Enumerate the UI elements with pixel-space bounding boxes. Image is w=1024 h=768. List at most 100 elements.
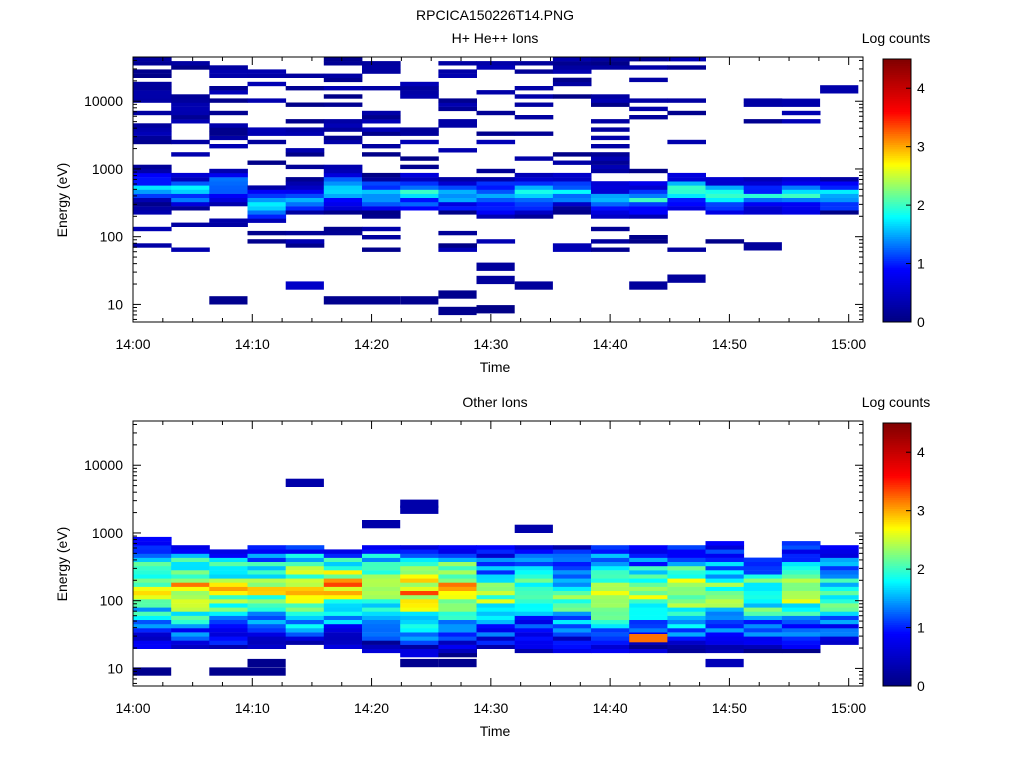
heatmap-cell	[781, 586, 821, 591]
colorbar-swatch	[883, 497, 911, 501]
colorbar-swatch	[883, 293, 911, 297]
heatmap-cell	[285, 632, 325, 637]
heatmap-cell	[133, 123, 172, 128]
heatmap-cell	[591, 570, 630, 575]
heatmap-cell	[591, 561, 630, 567]
heatmap-cell	[209, 131, 248, 136]
colorbar-swatch	[883, 72, 911, 75]
colorbar-swatch	[883, 120, 911, 124]
heatmap-cell	[552, 201, 592, 207]
heatmap-cell	[476, 177, 516, 182]
heatmap-cell	[667, 197, 706, 203]
heatmap-cell	[438, 210, 477, 215]
heatmap-cell	[438, 615, 477, 620]
heatmap-cell	[209, 582, 248, 587]
heatmap-cell	[247, 611, 287, 616]
heatmap-cell	[247, 578, 287, 583]
heatmap-cell	[552, 77, 592, 83]
heatmap-cell	[781, 110, 821, 116]
heatmap-cell	[323, 135, 363, 141]
heatmap-cell	[247, 239, 287, 244]
colorbar-swatch	[883, 105, 911, 108]
heatmap-cell	[629, 578, 668, 583]
colorbar-swatch	[883, 265, 911, 268]
heatmap-cell	[514, 193, 554, 198]
heatmap-cell	[438, 619, 477, 625]
colorbar-swatch	[883, 238, 911, 242]
heatmap-cell	[285, 131, 325, 136]
heatmap-cell	[667, 644, 706, 649]
heatmap-cell	[705, 623, 745, 629]
heatmap-cell	[209, 623, 248, 629]
colorbar-swatch	[883, 607, 911, 610]
heatmap-cell	[552, 578, 592, 583]
heatmap-cell	[247, 201, 287, 207]
heatmap-cell	[171, 574, 210, 579]
colorbar-swatch	[883, 124, 911, 128]
heatmap-cell	[171, 110, 210, 116]
heatmap-cell	[514, 586, 554, 591]
heatmap-cell	[171, 115, 210, 120]
heatmap-cell	[629, 98, 668, 103]
colorbar-swatch	[883, 471, 911, 474]
heatmap-cell	[209, 185, 248, 190]
heatmap-cell	[362, 599, 401, 604]
colorbar-swatch	[883, 122, 911, 126]
heatmap-cell	[820, 206, 859, 211]
colorbar-swatch	[883, 639, 911, 643]
colorbar-swatch	[883, 59, 911, 62]
colorbar-swatch	[883, 153, 911, 156]
heatmap-cell	[133, 640, 172, 645]
heatmap-cell	[476, 262, 515, 271]
heatmap-cell	[285, 230, 325, 236]
heatmap-cell	[209, 181, 248, 186]
colorbar-swatch	[883, 589, 911, 593]
heatmap-cell	[743, 574, 783, 579]
heatmap-cell	[133, 57, 172, 62]
colorbar-swatch	[883, 458, 911, 461]
colorbar-swatch	[883, 315, 911, 319]
heatmap-cell	[629, 570, 668, 575]
heatmap-cell	[133, 553, 172, 558]
heatmap-cell	[247, 565, 287, 571]
heatmap-cell	[400, 177, 439, 182]
heatmap-cell	[514, 594, 554, 600]
heatmap-cell	[400, 561, 439, 567]
heatmap-cell	[667, 557, 706, 562]
heatmap-cell	[476, 189, 516, 194]
heatmap-cell	[438, 603, 477, 608]
heatmap-cell	[171, 106, 210, 112]
heatmap-cell	[629, 553, 668, 558]
heatmap-cell	[438, 632, 477, 637]
heatmap-cell	[285, 603, 325, 608]
heatmap-cell	[171, 611, 210, 616]
heatmap-cell	[820, 590, 859, 596]
heatmap-cell	[438, 148, 477, 153]
colorbar-swatch	[883, 135, 911, 139]
heatmap-cell	[285, 185, 325, 190]
heatmap-cell	[400, 590, 439, 596]
colorbar-swatch	[883, 317, 911, 321]
heatmap-cell	[285, 206, 325, 211]
heatmap-cell	[820, 197, 859, 203]
colorbar-swatch	[883, 144, 911, 148]
heatmap-cell	[247, 218, 287, 223]
colorbar-swatch	[883, 552, 911, 555]
colorbar-swatch	[883, 556, 911, 560]
heatmap-cell	[552, 607, 592, 612]
colorbar-swatch	[883, 569, 911, 573]
colorbar-swatch	[883, 212, 911, 216]
heatmap-cell	[820, 619, 859, 625]
heatmap-cell	[323, 594, 363, 600]
colorbar-swatch	[883, 129, 911, 132]
heatmap-cell	[171, 545, 210, 550]
heatmap-cell	[476, 131, 516, 136]
heatmap-cell	[438, 652, 477, 658]
colorbar-swatch	[883, 657, 911, 661]
heatmap-cell	[705, 636, 745, 641]
heatmap-cell	[743, 193, 783, 198]
heatmap-cell	[781, 185, 821, 190]
heatmap-cell	[514, 611, 554, 616]
heatmap-cell	[667, 615, 706, 620]
heatmap-cell	[476, 615, 516, 620]
